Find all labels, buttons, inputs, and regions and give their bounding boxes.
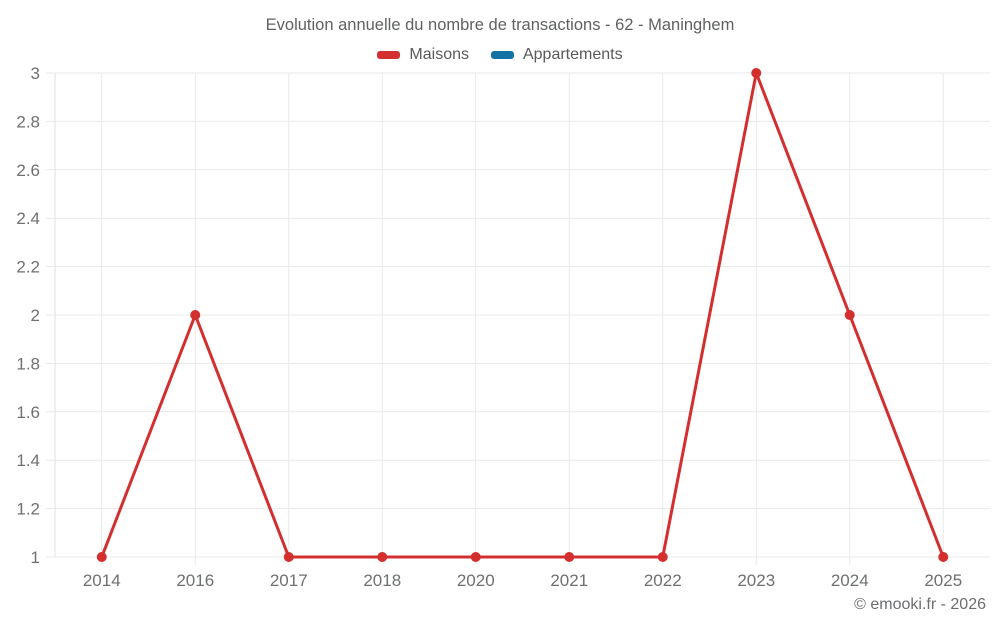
y-tick-label: 1.8 (16, 354, 40, 373)
y-tick-label: 3 (31, 64, 40, 83)
data-point-maisons[interactable] (96, 552, 107, 562)
x-tick-label: 2016 (176, 571, 214, 590)
data-point-maisons[interactable] (564, 552, 575, 562)
data-point-maisons[interactable] (938, 552, 949, 562)
y-tick-label: 1.2 (16, 500, 40, 519)
y-tick-label: 1.6 (16, 403, 40, 422)
x-tick-label: 2022 (644, 571, 682, 590)
y-tick-label: 2 (31, 306, 40, 325)
legend-swatch-appartements (490, 51, 514, 59)
y-tick-label: 2.8 (16, 112, 40, 131)
data-point-maisons[interactable] (377, 552, 388, 562)
y-tick-label: 2.4 (16, 209, 40, 228)
x-tick-label: 2024 (831, 571, 869, 590)
data-point-maisons[interactable] (190, 310, 201, 320)
copyright-text: © emooki.fr - 2026 (854, 596, 986, 613)
y-tick-label: 1.4 (16, 451, 40, 470)
data-point-maisons[interactable] (844, 310, 855, 320)
x-tick-label: 2017 (270, 571, 308, 590)
data-point-maisons[interactable] (657, 552, 668, 562)
legend-item-appartements[interactable]: Appartements (490, 46, 623, 64)
data-point-maisons[interactable] (751, 68, 762, 78)
y-tick-label: 2.6 (16, 161, 40, 180)
x-tick-label: 2023 (737, 571, 775, 590)
x-tick-label: 2014 (83, 571, 121, 590)
y-tick-label: 2.2 (16, 258, 40, 277)
data-point-maisons[interactable] (470, 552, 481, 562)
chart-title: Evolution annuelle du nombre de transact… (265, 16, 735, 34)
x-tick-label: 2018 (363, 571, 401, 590)
series-line-maisons (100, 71, 945, 559)
legend-item-maisons[interactable]: Maisons (377, 46, 469, 64)
x-tick-label: 2025 (924, 571, 962, 590)
data-point-maisons[interactable] (283, 552, 294, 562)
legend: Maisons Appartements (0, 46, 1000, 64)
y-tick-label: 1 (31, 548, 40, 567)
legend-label-maisons: Maisons (409, 46, 469, 63)
legend-swatch-maisons (377, 51, 401, 59)
legend-label-appartements: Appartements (522, 46, 623, 63)
x-tick-label: 2020 (457, 571, 495, 590)
x-tick-label: 2021 (550, 571, 588, 590)
